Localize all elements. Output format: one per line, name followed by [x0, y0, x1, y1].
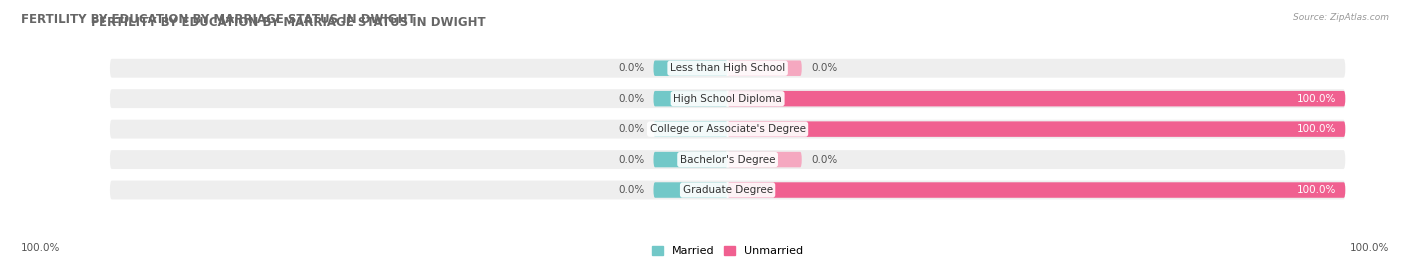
Text: 0.0%: 0.0% [619, 185, 644, 195]
FancyBboxPatch shape [654, 91, 727, 107]
FancyBboxPatch shape [654, 61, 727, 76]
FancyBboxPatch shape [654, 152, 727, 167]
Text: 0.0%: 0.0% [619, 124, 644, 134]
FancyBboxPatch shape [727, 121, 1346, 137]
Text: Bachelor's Degree: Bachelor's Degree [681, 155, 775, 165]
Text: High School Diploma: High School Diploma [673, 94, 782, 104]
FancyBboxPatch shape [110, 180, 1346, 200]
Text: Source: ZipAtlas.com: Source: ZipAtlas.com [1294, 13, 1389, 22]
Text: 100.0%: 100.0% [1296, 94, 1336, 104]
FancyBboxPatch shape [654, 121, 727, 137]
FancyBboxPatch shape [110, 89, 1346, 108]
FancyBboxPatch shape [110, 120, 1346, 139]
Text: 100.0%: 100.0% [1296, 185, 1336, 195]
FancyBboxPatch shape [110, 59, 1346, 78]
FancyBboxPatch shape [727, 91, 1346, 107]
FancyBboxPatch shape [727, 152, 801, 167]
Text: 0.0%: 0.0% [619, 63, 644, 73]
Legend: Married, Unmarried: Married, Unmarried [648, 241, 807, 261]
Text: FERTILITY BY EDUCATION BY MARRIAGE STATUS IN DWIGHT: FERTILITY BY EDUCATION BY MARRIAGE STATU… [91, 16, 486, 29]
FancyBboxPatch shape [727, 61, 801, 76]
FancyBboxPatch shape [110, 150, 1346, 169]
Text: 100.0%: 100.0% [21, 243, 60, 253]
FancyBboxPatch shape [654, 182, 727, 198]
Text: 0.0%: 0.0% [619, 155, 644, 165]
Text: Less than High School: Less than High School [671, 63, 785, 73]
Text: FERTILITY BY EDUCATION BY MARRIAGE STATUS IN DWIGHT: FERTILITY BY EDUCATION BY MARRIAGE STATU… [21, 13, 416, 26]
Text: College or Associate's Degree: College or Associate's Degree [650, 124, 806, 134]
Text: Graduate Degree: Graduate Degree [682, 185, 773, 195]
Text: 100.0%: 100.0% [1350, 243, 1389, 253]
Text: 0.0%: 0.0% [811, 63, 837, 73]
Text: 100.0%: 100.0% [1296, 124, 1336, 134]
Text: 0.0%: 0.0% [811, 155, 837, 165]
FancyBboxPatch shape [727, 182, 1346, 198]
Text: 0.0%: 0.0% [619, 94, 644, 104]
